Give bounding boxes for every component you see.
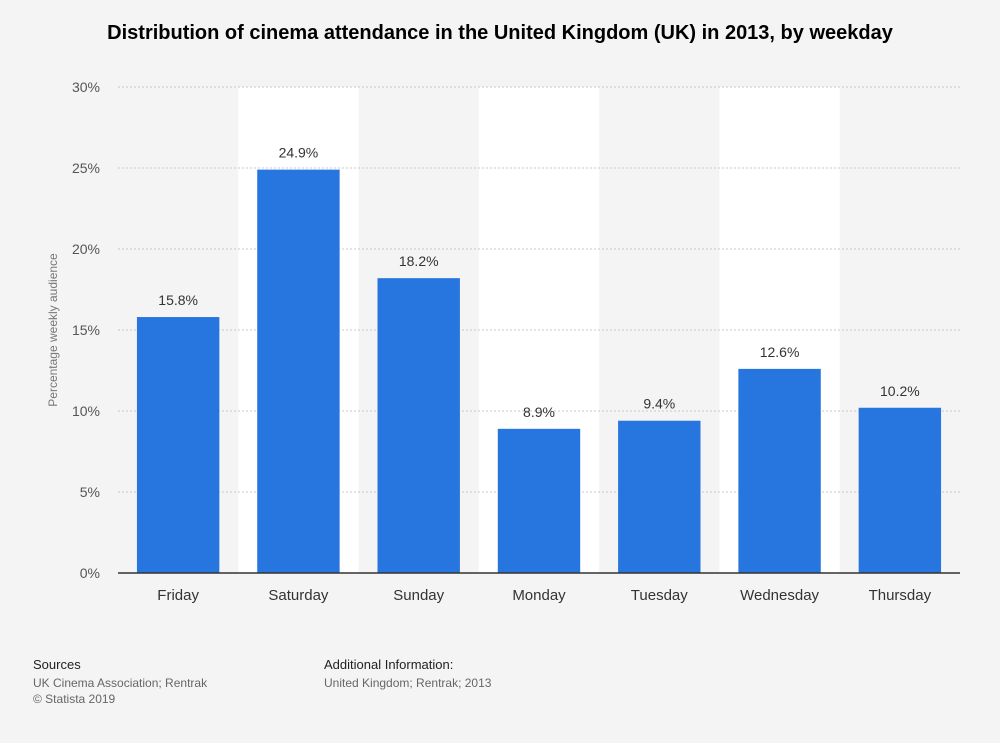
y-axis-label: Percentage weekly audience — [46, 253, 60, 407]
bar-wednesday — [738, 368, 821, 573]
bar-value-label: 10.2% — [880, 383, 920, 399]
y-tick-label: 5% — [80, 484, 100, 500]
bar-value-label: 12.6% — [760, 344, 800, 360]
additional-info-text: United Kingdom; Rentrak; 2013 — [324, 676, 492, 690]
y-tick-label: 10% — [72, 403, 100, 419]
bar-friday — [136, 317, 220, 573]
y-tick-label: 30% — [72, 79, 100, 95]
chart-title: Distribution of cinema attendance in the… — [107, 22, 893, 44]
bar-monday — [497, 428, 581, 573]
bar-thursday — [858, 407, 942, 573]
y-tick-label: 20% — [72, 241, 100, 257]
sources-heading: Sources — [33, 657, 81, 672]
copyright-text: © Statista 2019 — [33, 692, 116, 706]
x-category-label: Sunday — [393, 587, 444, 604]
x-category-label: Saturday — [268, 587, 329, 604]
x-category-label: Monday — [512, 587, 566, 604]
bar-chart: 0% 5% 10% 15% 20% 25% 30% Percentage weekly aud… — [46, 79, 960, 604]
x-category-label: Thursday — [869, 587, 932, 604]
bar-saturday — [257, 169, 340, 573]
sources-text: UK Cinema Association; Rentrak — [33, 676, 208, 690]
x-category-label: Friday — [157, 587, 199, 604]
bar-value-label: 9.4% — [643, 396, 675, 412]
x-category-label: Tuesday — [631, 587, 688, 604]
additional-info-heading: Additional Information: — [324, 657, 454, 672]
y-tick-label: 15% — [72, 322, 100, 338]
y-tick-label: 25% — [72, 160, 100, 176]
bar-sunday — [377, 278, 460, 573]
bar-tuesday — [618, 420, 701, 573]
y-tick-label: 0% — [80, 565, 100, 581]
x-category-label: Wednesday — [740, 587, 819, 604]
bar-value-label: 24.9% — [279, 145, 319, 161]
bar-value-label: 8.9% — [523, 404, 555, 420]
bar-value-label: 15.8% — [158, 292, 198, 308]
bar-value-label: 18.2% — [399, 253, 439, 269]
